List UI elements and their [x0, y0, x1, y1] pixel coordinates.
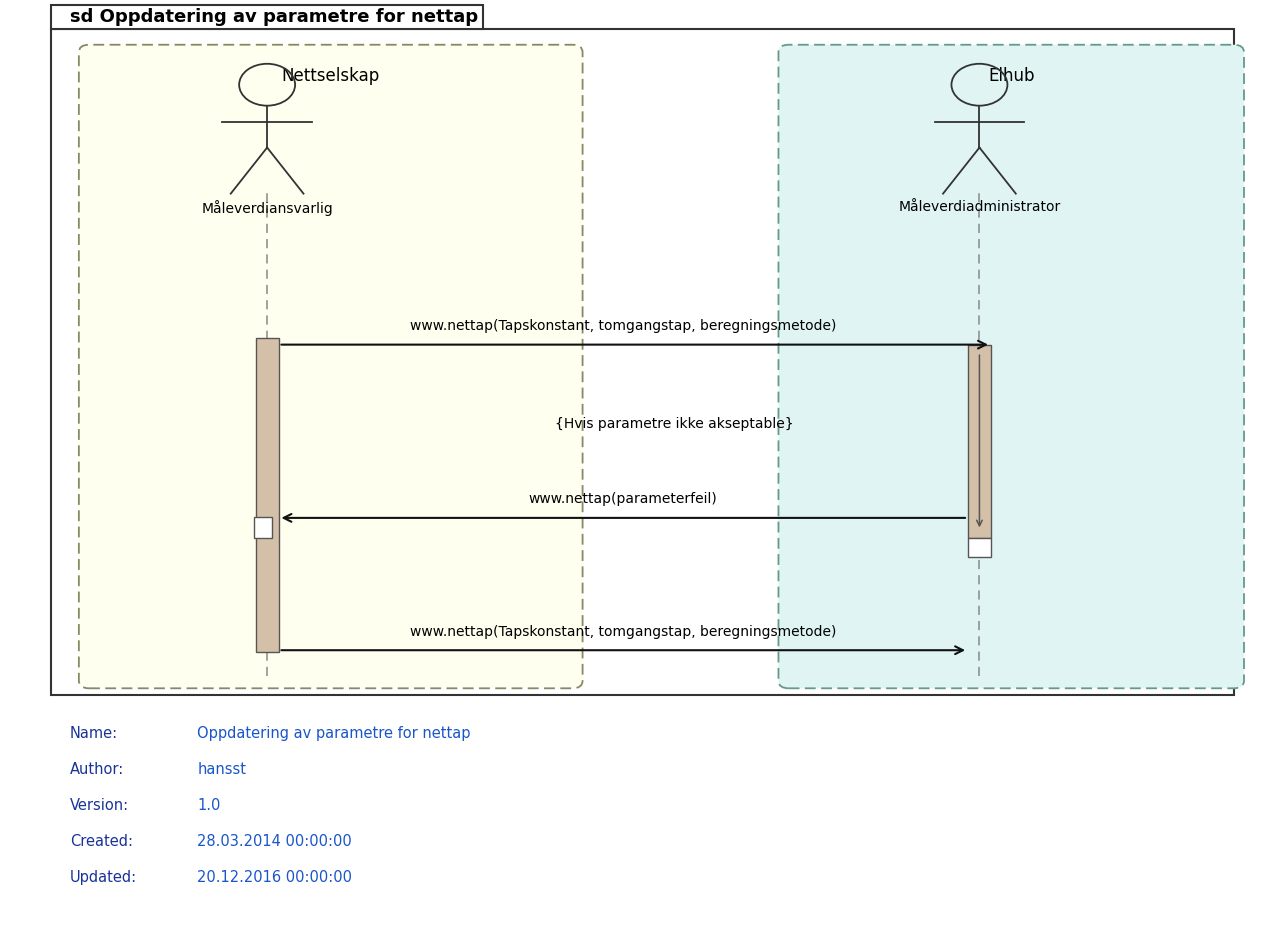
Text: www.nettap(Tapskonstant, tomgangstap, beregningsmetode): www.nettap(Tapskonstant, tomgangstap, be…	[410, 319, 837, 333]
Text: sd Oppdatering av parametre for nettap: sd Oppdatering av parametre for nettap	[70, 8, 478, 26]
Text: Updated:: Updated:	[70, 870, 137, 885]
FancyBboxPatch shape	[968, 345, 991, 538]
Text: 28.03.2014 00:00:00: 28.03.2014 00:00:00	[197, 834, 352, 849]
Text: Created:: Created:	[70, 834, 134, 849]
Polygon shape	[51, 5, 483, 29]
Text: Elhub: Elhub	[988, 68, 1034, 85]
Text: Author:: Author:	[70, 762, 125, 777]
Text: Nettselskap: Nettselskap	[281, 68, 380, 85]
Text: Version:: Version:	[70, 798, 128, 813]
Text: www.nettap(Tapskonstant, tomgangstap, beregningsmetode): www.nettap(Tapskonstant, tomgangstap, be…	[410, 625, 837, 639]
Text: Name:: Name:	[70, 725, 118, 741]
Text: hansst: hansst	[197, 762, 247, 777]
Polygon shape	[51, 29, 1234, 695]
FancyBboxPatch shape	[778, 45, 1244, 688]
Text: {Hvis parametre ikke akseptable}: {Hvis parametre ikke akseptable}	[555, 417, 794, 430]
FancyBboxPatch shape	[256, 338, 279, 652]
Text: 20.12.2016 00:00:00: 20.12.2016 00:00:00	[197, 870, 352, 885]
Text: Måleverdiadministrator: Måleverdiadministrator	[898, 200, 1061, 214]
FancyBboxPatch shape	[254, 517, 272, 538]
FancyBboxPatch shape	[79, 45, 583, 688]
Text: 1.0: 1.0	[197, 798, 220, 813]
Text: www.nettap(parameterfeil): www.nettap(parameterfeil)	[529, 492, 717, 506]
FancyBboxPatch shape	[968, 538, 991, 557]
Text: Måleverdiansvarlig: Måleverdiansvarlig	[201, 200, 333, 216]
Text: Oppdatering av parametre for nettap: Oppdatering av parametre for nettap	[197, 725, 471, 741]
